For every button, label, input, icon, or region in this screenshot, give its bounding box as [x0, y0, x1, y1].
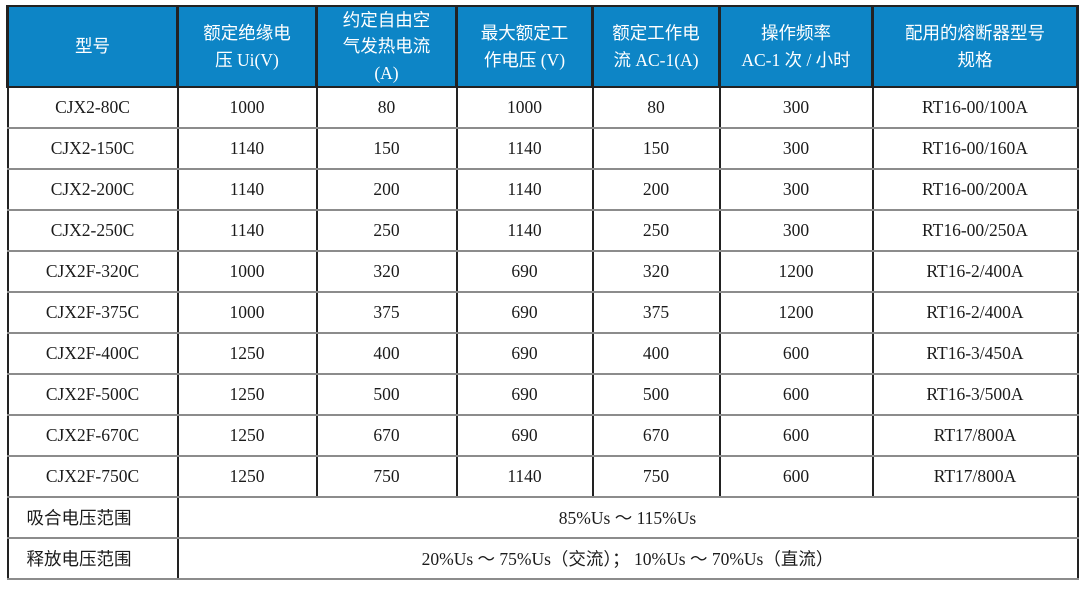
footer-value-pull-in-voltage-range: 85%Us ～ 115%Us: [176, 496, 1079, 539]
table-row: CJX2F-400C 1250 400 690 400 600 RT16-3/450A: [6, 332, 1079, 375]
footer-value-release-voltage-range: 20%Us ～ 75%Us（交流）； 10%Us ～ 70%Us（直流）: [176, 537, 1079, 580]
value-cell-rated-insulation-voltage: 1140: [176, 209, 318, 252]
table-row: CJX2-200C 1140 200 1140 200 300 RT16-00/200A: [6, 168, 1079, 211]
value-cell-rated-operating-current-ac1: 250: [591, 209, 721, 252]
value-cell-max-rated-operating-voltage: 1140: [455, 209, 594, 252]
value-cell-operating-frequency: 600: [718, 455, 874, 498]
contactor-spec-table: 型号 额定绝缘电 压 Ui(V) 约定自由空 气发热电流 (A) 最大额定工 作电压 …: [6, 5, 1079, 580]
table-header: 型号 额定绝缘电 压 Ui(V) 约定自由空 气发热电流 (A) 最大额定工 作电压 …: [6, 6, 1079, 88]
value-cell-conventional-free-air-thermal-current: 500: [315, 373, 458, 416]
value-cell-matching-fuse-model: RT16-00/250A: [871, 209, 1079, 252]
table-body: CJX2-80C 1000 80 1000 80 300 RT16-00/100A CJX2-…: [6, 86, 1079, 580]
value-cell-rated-operating-current-ac1: 750: [591, 455, 721, 498]
value-cell-conventional-free-air-thermal-current: 250: [315, 209, 458, 252]
value-cell-matching-fuse-model: RT16-2/400A: [871, 250, 1079, 293]
value-cell-rated-insulation-voltage: 1250: [176, 455, 318, 498]
value-cell-matching-fuse-model: RT16-2/400A: [871, 291, 1079, 334]
table-row: CJX2-80C 1000 80 1000 80 300 RT16-00/100A: [6, 86, 1079, 129]
value-cell-operating-frequency: 300: [718, 127, 874, 170]
col-header-operating-frequency: 操作频率 AC-1 次 / 小时: [718, 6, 874, 88]
value-cell-rated-operating-current-ac1: 80: [591, 86, 721, 129]
value-cell-rated-operating-current-ac1: 150: [591, 127, 721, 170]
value-cell-rated-operating-current-ac1: 500: [591, 373, 721, 416]
value-cell-rated-insulation-voltage: 1250: [176, 414, 318, 457]
value-cell-operating-frequency: 300: [718, 209, 874, 252]
value-cell-matching-fuse-model: RT16-3/500A: [871, 373, 1079, 416]
col-header-conventional-free-air-thermal-current: 约定自由空 气发热电流 (A): [315, 6, 458, 88]
value-cell-matching-fuse-model: RT17/800A: [871, 414, 1079, 457]
value-cell-rated-insulation-voltage: 1000: [176, 250, 318, 293]
model-cell: CJX2F-400C: [6, 332, 179, 375]
value-cell-max-rated-operating-voltage: 1140: [455, 455, 594, 498]
col-header-matching-fuse-model: 配用的熔断器型号 规格: [871, 6, 1079, 88]
col-header-model: 型号: [6, 6, 179, 88]
value-cell-operating-frequency: 600: [718, 414, 874, 457]
value-cell-conventional-free-air-thermal-current: 320: [315, 250, 458, 293]
value-cell-operating-frequency: 1200: [718, 250, 874, 293]
table-row: CJX2F-375C 1000 375 690 375 1200 RT16-2/400A: [6, 291, 1079, 334]
model-cell: CJX2-150C: [6, 127, 179, 170]
value-cell-operating-frequency: 300: [718, 168, 874, 211]
footer-row-release-voltage-range: 释放电压范围 20%Us ～ 75%Us（交流）； 10%Us ～ 70%Us（直…: [6, 537, 1079, 580]
value-cell-matching-fuse-model: RT16-00/100A: [871, 86, 1079, 129]
value-cell-matching-fuse-model: RT17/800A: [871, 455, 1079, 498]
value-cell-operating-frequency: 1200: [718, 291, 874, 334]
value-cell-rated-insulation-voltage: 1140: [176, 127, 318, 170]
model-cell: CJX2F-500C: [6, 373, 179, 416]
value-cell-rated-insulation-voltage: 1000: [176, 86, 318, 129]
col-header-rated-insulation-voltage: 额定绝缘电 压 Ui(V): [176, 6, 318, 88]
table-row: CJX2F-750C 1250 750 1140 750 600 RT17/800A: [6, 455, 1079, 498]
model-cell: CJX2-80C: [6, 86, 179, 129]
table-row: CJX2-150C 1140 150 1140 150 300 RT16-00/160A: [6, 127, 1079, 170]
value-cell-conventional-free-air-thermal-current: 670: [315, 414, 458, 457]
model-cell: CJX2F-670C: [6, 414, 179, 457]
model-cell: CJX2F-750C: [6, 455, 179, 498]
value-cell-operating-frequency: 600: [718, 332, 874, 375]
table-row: CJX2F-670C 1250 670 690 670 600 RT17/800A: [6, 414, 1079, 457]
value-cell-max-rated-operating-voltage: 690: [455, 250, 594, 293]
value-cell-matching-fuse-model: RT16-00/200A: [871, 168, 1079, 211]
value-cell-matching-fuse-model: RT16-3/450A: [871, 332, 1079, 375]
value-cell-conventional-free-air-thermal-current: 150: [315, 127, 458, 170]
value-cell-operating-frequency: 600: [718, 373, 874, 416]
value-cell-conventional-free-air-thermal-current: 750: [315, 455, 458, 498]
footer-label-pull-in-voltage-range: 吸合电压范围: [6, 496, 179, 539]
value-cell-rated-operating-current-ac1: 670: [591, 414, 721, 457]
value-cell-max-rated-operating-voltage: 690: [455, 291, 594, 334]
value-cell-conventional-free-air-thermal-current: 400: [315, 332, 458, 375]
value-cell-operating-frequency: 300: [718, 86, 874, 129]
col-header-rated-operating-current-ac1: 额定工作电 流 AC-1(A): [591, 6, 721, 88]
value-cell-max-rated-operating-voltage: 1000: [455, 86, 594, 129]
value-cell-rated-operating-current-ac1: 375: [591, 291, 721, 334]
value-cell-rated-operating-current-ac1: 200: [591, 168, 721, 211]
value-cell-max-rated-operating-voltage: 690: [455, 332, 594, 375]
value-cell-max-rated-operating-voltage: 1140: [455, 168, 594, 211]
table-row: CJX2F-320C 1000 320 690 320 1200 RT16-2/400A: [6, 250, 1079, 293]
value-cell-conventional-free-air-thermal-current: 200: [315, 168, 458, 211]
value-cell-matching-fuse-model: RT16-00/160A: [871, 127, 1079, 170]
model-cell: CJX2-250C: [6, 209, 179, 252]
table-row: CJX2-250C 1140 250 1140 250 300 RT16-00/250A: [6, 209, 1079, 252]
value-cell-max-rated-operating-voltage: 1140: [455, 127, 594, 170]
col-header-max-rated-operating-voltage: 最大额定工 作电压 (V): [455, 6, 594, 88]
footer-row-pull-in-voltage-range: 吸合电压范围 85%Us ～ 115%Us: [6, 496, 1079, 539]
value-cell-max-rated-operating-voltage: 690: [455, 373, 594, 416]
model-cell: CJX2-200C: [6, 168, 179, 211]
value-cell-rated-insulation-voltage: 1250: [176, 373, 318, 416]
header-row: 型号 额定绝缘电 压 Ui(V) 约定自由空 气发热电流 (A) 最大额定工 作电压 …: [6, 6, 1079, 88]
table-row: CJX2F-500C 1250 500 690 500 600 RT16-3/500A: [6, 373, 1079, 416]
model-cell: CJX2F-375C: [6, 291, 179, 334]
value-cell-rated-operating-current-ac1: 320: [591, 250, 721, 293]
value-cell-rated-operating-current-ac1: 400: [591, 332, 721, 375]
value-cell-rated-insulation-voltage: 1140: [176, 168, 318, 211]
value-cell-conventional-free-air-thermal-current: 375: [315, 291, 458, 334]
footer-label-release-voltage-range: 释放电压范围: [6, 537, 179, 580]
value-cell-rated-insulation-voltage: 1000: [176, 291, 318, 334]
model-cell: CJX2F-320C: [6, 250, 179, 293]
value-cell-max-rated-operating-voltage: 690: [455, 414, 594, 457]
value-cell-conventional-free-air-thermal-current: 80: [315, 86, 458, 129]
value-cell-rated-insulation-voltage: 1250: [176, 332, 318, 375]
